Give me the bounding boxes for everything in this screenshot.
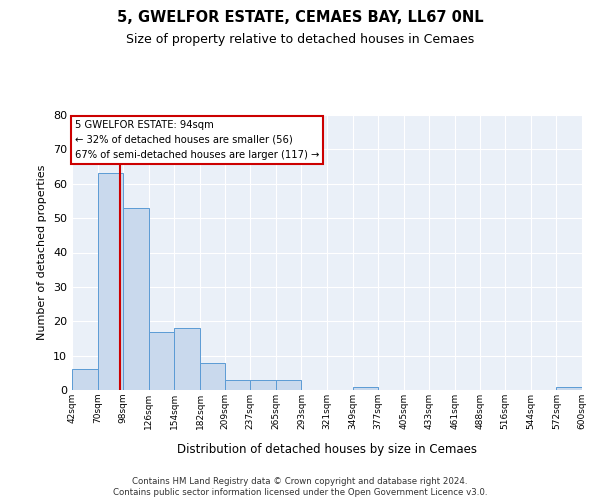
Text: Contains HM Land Registry data © Crown copyright and database right 2024.
Contai: Contains HM Land Registry data © Crown c… (113, 478, 487, 497)
Bar (224, 380, 250, 390)
Bar (353, 386, 378, 390)
Y-axis label: Number of detached properties: Number of detached properties (37, 165, 47, 340)
Bar (123, 208, 149, 390)
Bar (556, 386, 582, 390)
Text: 5 GWELFOR ESTATE: 94sqm
← 32% of detached houses are smaller (56)
67% of semi-de: 5 GWELFOR ESTATE: 94sqm ← 32% of detache… (75, 120, 319, 160)
Bar (175, 328, 200, 390)
Bar (149, 332, 175, 390)
Bar (276, 380, 301, 390)
Bar (98, 174, 123, 390)
Text: 5, GWELFOR ESTATE, CEMAES BAY, LL67 0NL: 5, GWELFOR ESTATE, CEMAES BAY, LL67 0NL (116, 10, 484, 25)
Text: Size of property relative to detached houses in Cemaes: Size of property relative to detached ho… (126, 32, 474, 46)
Bar (200, 362, 224, 390)
Bar (72, 370, 98, 390)
Text: Distribution of detached houses by size in Cemaes: Distribution of detached houses by size … (177, 442, 477, 456)
Bar (250, 380, 276, 390)
